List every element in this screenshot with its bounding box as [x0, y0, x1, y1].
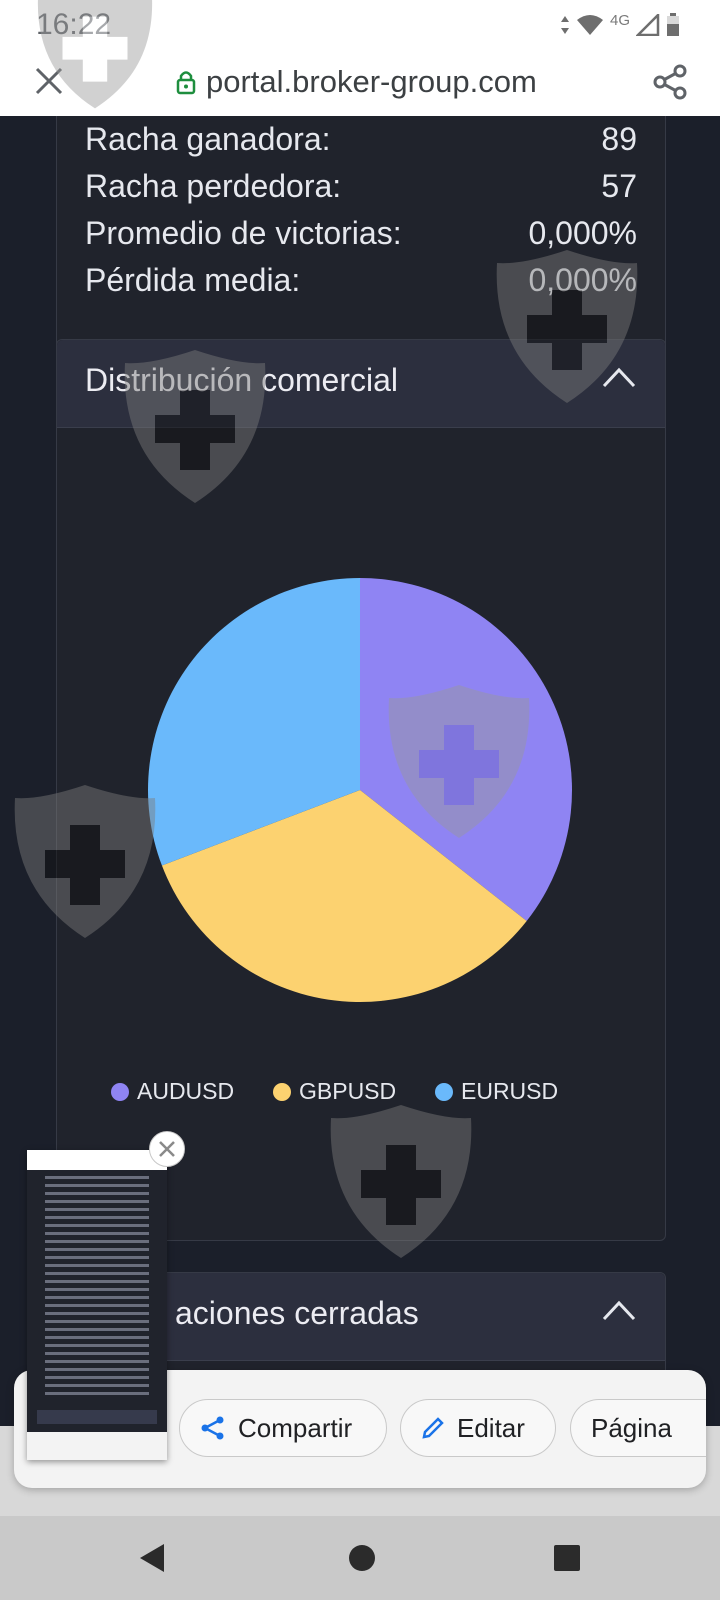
share-label: Compartir: [238, 1412, 353, 1443]
stat-value: 57: [601, 168, 637, 204]
dismiss-thumbnail-button[interactable]: [149, 1131, 185, 1167]
page-content: Racha ganadora: 89 Racha perdedora: 57 P…: [0, 116, 720, 1426]
page-button[interactable]: Página: [570, 1399, 706, 1457]
battery-icon: [667, 13, 679, 36]
pie-legend-icon: [273, 1082, 291, 1101]
url-text[interactable]: portal.broker-group.com: [206, 64, 537, 99]
stat-label: Racha perdedora:: [85, 168, 342, 204]
chevron-up-icon[interactable]: [601, 1297, 637, 1323]
legend-label: AUDUSD: [137, 1078, 235, 1104]
legend-item-eurusd[interactable]: EURUSD: [435, 1078, 558, 1105]
recent-apps-icon[interactable]: [554, 1545, 580, 1571]
legend-label: EURUSD: [461, 1078, 559, 1104]
edit-button[interactable]: Editar: [400, 1399, 556, 1457]
trade-distribution-header[interactable]: Distribución comercial: [57, 340, 665, 428]
legend-item-audusd[interactable]: AUDUSD: [111, 1078, 234, 1105]
distribution-pie-chart: [147, 578, 573, 1002]
trade-distribution-card: Distribución comercial AUDUSD GBPUSD EUR…: [56, 339, 666, 1241]
chart-legend: AUDUSD GBPUSD EURUSD: [57, 1078, 665, 1118]
status-icons: 4G: [560, 12, 680, 38]
page-label: Página: [591, 1412, 672, 1443]
status-bar: 16:22 4G: [0, 0, 720, 50]
chevron-up-icon[interactable]: [601, 364, 637, 390]
pencil-icon: [422, 1417, 444, 1439]
close-icon: [159, 1141, 175, 1157]
share-icon[interactable]: [652, 64, 688, 100]
stat-label: Pérdida media:: [85, 262, 301, 298]
stat-value: 0,000%: [528, 262, 637, 298]
pie-slice-audusd[interactable]: [360, 578, 573, 921]
stat-row-average-loss: Pérdida media: 0,000%: [85, 262, 637, 306]
wifi-icon: [576, 15, 603, 35]
pie-legend-icon: [435, 1082, 453, 1101]
back-icon[interactable]: [136, 1542, 168, 1574]
legend-label: GBPUSD: [299, 1078, 397, 1104]
pie-legend-icon: [111, 1082, 129, 1101]
home-icon[interactable]: [349, 1545, 375, 1571]
system-navigation-bar: [0, 1516, 720, 1600]
stat-label: Promedio de victorias:: [85, 215, 402, 251]
legend-item-gbpusd[interactable]: GBPUSD: [273, 1078, 396, 1105]
stat-row-winning-streak: Racha ganadora: 89: [85, 121, 637, 165]
pie-slice-gbpusd[interactable]: [161, 790, 527, 1002]
data-arrows-icon: [560, 16, 569, 34]
browser-url-bar: portal.broker-group.com: [0, 50, 720, 117]
stat-row-losing-streak: Racha perdedora: 57: [85, 168, 637, 212]
status-time: 16:22: [36, 8, 112, 41]
screenshot-thumbnail[interactable]: [27, 1150, 167, 1460]
share-icon: [201, 1416, 224, 1440]
close-icon[interactable]: [34, 66, 64, 96]
pie-slice-eurusd[interactable]: [147, 578, 360, 866]
stat-value: 89: [601, 121, 637, 157]
closed-trades-title: aciones cerradas: [175, 1295, 419, 1331]
stat-label: Racha ganadora:: [85, 121, 331, 157]
signal-icon: [636, 14, 660, 36]
network-type: 4G: [609, 11, 630, 29]
stat-value: 0,000%: [528, 215, 637, 251]
share-button[interactable]: Compartir: [179, 1399, 387, 1457]
lock-icon: [176, 71, 196, 95]
stat-row-average-win: Promedio de victorias: 0,000%: [85, 215, 637, 259]
edit-label: Editar: [457, 1412, 525, 1443]
trade-distribution-title: Distribución comercial: [85, 362, 398, 398]
